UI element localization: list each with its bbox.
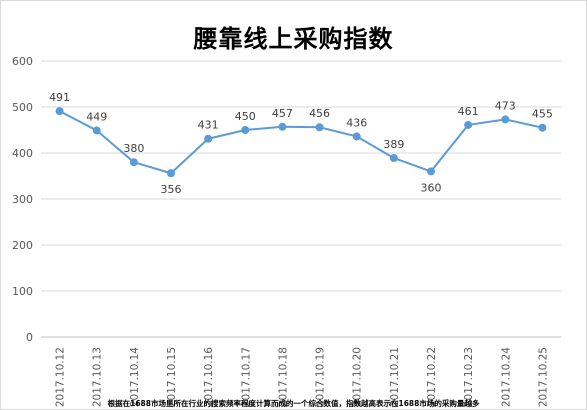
data-point <box>501 115 510 124</box>
data-label: 457 <box>272 107 293 120</box>
y-tick-label: 100 <box>12 285 33 298</box>
y-tick-label: 600 <box>12 55 33 68</box>
data-label: 456 <box>309 107 330 120</box>
data-point <box>241 126 250 134</box>
y-tick-label: 200 <box>12 239 33 252</box>
data-label: 473 <box>495 99 516 112</box>
data-label: 356 <box>161 183 182 196</box>
x-tick-label: 2017.10.16 <box>203 347 215 407</box>
y-tick-label: 0 <box>26 331 33 344</box>
data-point <box>278 122 287 131</box>
data-point <box>464 120 473 129</box>
chart-footnote: 根据在1688市场里所在行业的搜索频率程度计算而成的一个综合数值，指数越高表示在… <box>107 399 480 408</box>
x-tick-label: 2017.10.19 <box>315 347 327 407</box>
x-tick-label: 2017.10.15 <box>166 347 178 407</box>
data-point <box>538 123 547 132</box>
x-tick-label: 2017.10.14 <box>129 347 141 407</box>
x-tick-label: 2017.10.24 <box>500 347 512 407</box>
y-tick-label: 400 <box>12 147 33 160</box>
data-label: 461 <box>458 105 479 118</box>
data-label: 449 <box>86 110 107 123</box>
data-point <box>167 169 175 178</box>
data-label: 455 <box>532 108 553 121</box>
data-label: 380 <box>123 142 144 155</box>
data-label: 491 <box>49 91 70 104</box>
x-tick-label: 2017.10.18 <box>277 347 289 407</box>
x-tick-label: 2017.10.25 <box>537 347 549 407</box>
data-label: 431 <box>198 119 219 132</box>
data-label: 450 <box>235 110 256 123</box>
data-point <box>352 132 361 141</box>
data-point <box>129 158 138 167</box>
data-label: 360 <box>421 181 442 194</box>
data-point <box>427 167 435 176</box>
x-tick-label: 2017.10.17 <box>240 347 252 407</box>
x-tick-label: 2017.10.13 <box>92 347 104 407</box>
data-point <box>92 126 101 135</box>
data-point <box>389 154 398 163</box>
data-point <box>204 134 213 143</box>
data-point <box>55 107 64 116</box>
x-tick-label: 2017.10.20 <box>352 347 364 407</box>
data-label: 436 <box>346 116 367 129</box>
y-tick-label: 300 <box>12 193 33 206</box>
x-tick-label: 2017.10.12 <box>55 347 67 407</box>
y-tick-label: 500 <box>12 101 33 114</box>
x-tick-label: 2017.10.23 <box>463 347 475 407</box>
data-label: 389 <box>383 138 404 151</box>
chart-title: 腰靠线上采购指数 <box>193 24 394 53</box>
series-line <box>59 110 543 175</box>
x-tick-label: 2017.10.21 <box>389 347 401 407</box>
data-point <box>315 123 324 132</box>
x-tick-label: 2017.10.22 <box>426 347 438 407</box>
